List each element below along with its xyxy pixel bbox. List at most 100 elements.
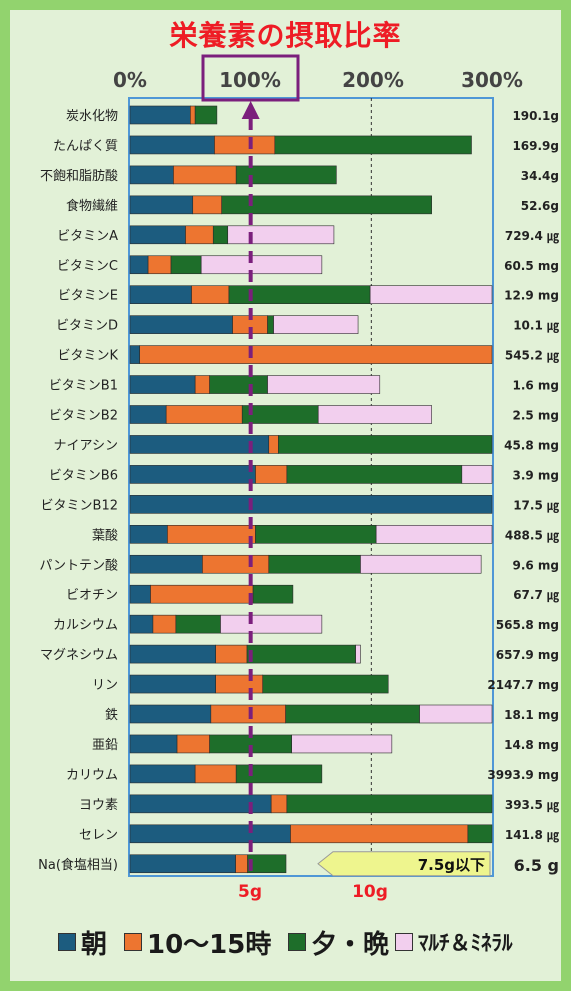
bar-segment-evening (262, 674, 389, 694)
bar-segment-morning (129, 225, 186, 245)
row-label: ビタミンD (56, 319, 118, 334)
na-row-amount: 6.5 g (514, 856, 559, 875)
row-label: ヨウ素 (79, 798, 118, 813)
bar-segment-evening (278, 435, 493, 454)
na-bar-segment-morning (129, 854, 236, 874)
na-bar-segment-evening (247, 854, 287, 874)
bar-segment-morning (129, 704, 212, 724)
row-amount: 565.8 mg (496, 618, 559, 632)
bar-segment-evening (246, 644, 356, 664)
bottom-tick-label: 10g (352, 882, 388, 902)
bar-segment-morning (129, 524, 168, 544)
bar-segment-supplement (227, 225, 335, 245)
bar-segment-snack (167, 524, 256, 544)
bar-segment-snack (215, 674, 264, 694)
legend-swatch-morning (58, 933, 76, 951)
row-label: ビタミンE (58, 289, 118, 304)
row-amount: 190.1g (512, 109, 559, 123)
bar-segment-supplement (267, 375, 381, 394)
bar-segment-morning (129, 614, 154, 634)
bar-segment-morning (129, 135, 215, 155)
bar-segment-snack (190, 105, 196, 125)
row-amount: 34.4g (521, 169, 559, 183)
legend-swatch-supplement (395, 933, 413, 951)
bar-segment-evening (252, 584, 294, 604)
bar-segment-morning (129, 165, 174, 185)
na-limit-arrow (317, 851, 491, 877)
bar-segment-evening (175, 614, 221, 634)
row-amount: 60.5 mg (504, 259, 559, 273)
bar-segment-evening (286, 794, 493, 814)
x-tick-label: 100% (219, 68, 281, 92)
bar-segment-morning (129, 285, 192, 305)
row-label: 食物繊維 (66, 198, 118, 214)
row-amount: 169.9g (512, 139, 559, 153)
bar-segment-supplement (419, 704, 493, 724)
bar-segment-morning (129, 315, 233, 334)
x-tick-label: 0% (113, 68, 147, 92)
bar-segment-morning (129, 824, 291, 844)
row-amount: 545.2 ㎍ (505, 349, 559, 364)
row-label: マグネシウム (40, 648, 118, 663)
row-label: 鉄 (105, 708, 118, 723)
bar-segment-snack (202, 554, 270, 574)
legend-swatch-evening (288, 933, 306, 951)
legend-item-evening: 夕・晩 (288, 922, 389, 962)
row-amount: 729.4 ㎍ (505, 229, 559, 244)
row-amount: 1.6 mg (512, 379, 559, 393)
row-label: 炭水化物 (66, 109, 118, 124)
bar-segment-morning (129, 195, 194, 215)
bar-segment-evening (221, 195, 432, 215)
row-label: ビタミンB2 (49, 409, 118, 424)
bar-segment-evening (268, 554, 361, 574)
row-label: ビオチン (66, 588, 118, 603)
row-label: ビタミンB12 (41, 498, 118, 513)
bar-segment-morning (129, 734, 178, 754)
row-amount: 14.8 mg (504, 738, 559, 752)
bar-segment-snack (194, 375, 210, 394)
na-limit-label: 7.5g以下 (418, 856, 485, 874)
bar-segment-evening (285, 704, 420, 724)
bar-segment-evening (286, 465, 463, 484)
bar-segment-snack (185, 225, 214, 245)
row-label: パントテン酸 (39, 558, 118, 573)
bar-segment-morning (129, 345, 140, 364)
legend-item-supplement: ﾏﾙﾁ＆ﾐﾈﾗﾙ (395, 922, 513, 962)
row-amount: 2.5 mg (512, 409, 559, 423)
row-label: 亜鉛 (92, 738, 118, 753)
bar-segment-morning (129, 674, 216, 694)
row-amount: 9.6 mg (512, 558, 559, 572)
bar-segment-supplement (375, 524, 493, 544)
bar-segment-evening (235, 764, 323, 784)
bar-segment-snack (214, 135, 276, 155)
bar-segment-snack (165, 405, 243, 424)
row-label: 葉酸 (92, 528, 118, 543)
bar-segment-snack (194, 764, 237, 784)
bar-segment-morning (129, 105, 191, 125)
bar-segment-morning (129, 255, 149, 275)
bar-segment-supplement (200, 255, 323, 275)
row-amount: 3993.9 mg (487, 768, 559, 782)
row-amount: 18.1 mg (504, 708, 559, 722)
bar-segment-evening (267, 315, 274, 334)
bar-segment-snack (192, 195, 223, 215)
bar-segment-snack (147, 255, 172, 275)
bar-segment-morning (129, 554, 203, 574)
bar-segment-evening (241, 405, 319, 424)
bar-segment-evening (467, 824, 493, 844)
bar-segment-supplement (220, 614, 323, 634)
row-label: ビタミンA (57, 229, 118, 244)
bar-segment-supplement (355, 644, 361, 664)
target-tick-highlight (201, 54, 300, 102)
plot-frame (128, 97, 494, 877)
bar-segment-morning (129, 495, 493, 514)
row-amount: 17.5 ㎍ (513, 498, 559, 513)
row-label: ビタミンC (57, 259, 118, 274)
row-amount: 67.7 ㎍ (513, 588, 559, 603)
row-amount: 3.9 mg (512, 468, 559, 482)
bar-segment-morning (129, 584, 151, 604)
bar-segment-snack (152, 614, 177, 634)
row-label: ビタミンB1 (49, 379, 118, 394)
bar-segment-snack (210, 704, 286, 724)
na-row-label: Na(食塩相当) (38, 857, 118, 873)
